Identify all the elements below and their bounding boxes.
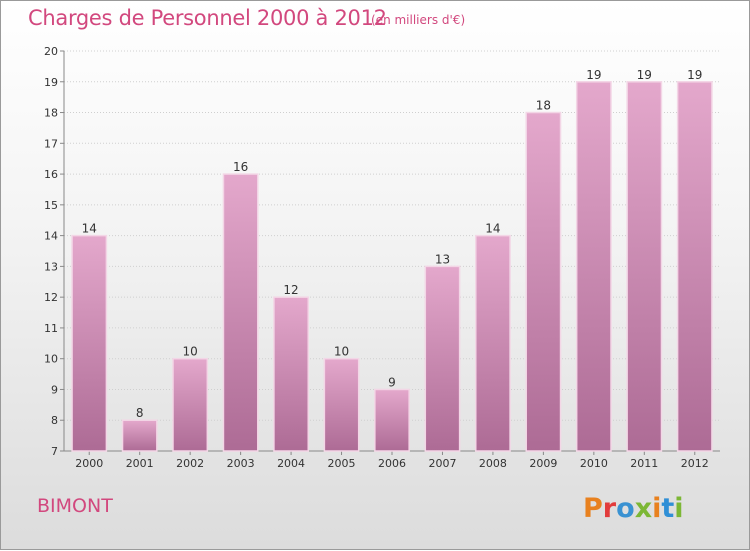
x-tick-label: 2000 (75, 457, 103, 470)
bar-2001 (121, 419, 158, 452)
y-tick-label: 15 (44, 199, 58, 212)
bar-2005 (323, 357, 360, 452)
data-label: 19 (637, 68, 652, 82)
x-tick-label: 2011 (630, 457, 658, 470)
data-label: 12 (283, 283, 298, 297)
data-label: 13 (435, 252, 450, 266)
axes: 7 8 9 10 11 12 13 14 15 16 17 18 19 20 2000 2001 2002 200… (44, 45, 720, 470)
bar-2004 (273, 296, 309, 452)
x-tick-label: 2008 (479, 457, 507, 470)
x-tick-label: 2009 (529, 457, 557, 470)
logo-letter: i (674, 493, 683, 524)
bar-2012 (676, 81, 713, 452)
x-tick-label: 2006 (378, 457, 406, 470)
bar-2010 (575, 81, 612, 452)
logo-letter: t (661, 493, 674, 524)
y-tick-label: 8 (51, 414, 58, 427)
y-tick-label: 12 (44, 291, 58, 304)
proxiti-logo: Proxiti (583, 493, 684, 524)
x-tick-label: 2010 (580, 457, 608, 470)
y-tick-label: 18 (44, 107, 58, 120)
y-tick-label: 9 (51, 383, 58, 396)
logo-letter: i (652, 493, 661, 524)
y-tick-label: 17 (44, 137, 58, 150)
y-tick-label: 10 (44, 353, 58, 366)
x-tick-label: 2012 (681, 457, 709, 470)
data-label: 19 (586, 68, 601, 82)
x-tick-label: 2004 (277, 457, 305, 470)
data-label: 9 (388, 375, 396, 389)
bar-2000 (71, 234, 108, 452)
unit-note: (en milliers d'€) (371, 13, 466, 27)
data-labels: 14 8 10 16 12 10 9 13 14 18 19 19 19 (82, 68, 703, 420)
x-tick-label: 2005 (328, 457, 356, 470)
bars (71, 81, 713, 452)
data-label: 16 (233, 160, 248, 174)
y-tick-label: 19 (44, 76, 58, 89)
data-label: 14 (485, 222, 500, 236)
bar-2007 (424, 265, 461, 452)
y-tick-label: 20 (44, 45, 58, 58)
logo-letter: P (583, 493, 603, 524)
data-label: 8 (136, 406, 144, 420)
bar-2002 (172, 357, 209, 452)
x-tick-label: 2001 (126, 457, 154, 470)
bar-2011 (626, 81, 663, 452)
logo-letter: x (635, 493, 652, 524)
logo-letter: o (616, 493, 635, 524)
y-tick-label: 13 (44, 260, 58, 273)
y-tick-label: 14 (44, 230, 58, 243)
data-label: 19 (687, 68, 702, 82)
y-tick-label: 7 (51, 445, 58, 458)
data-label: 10 (334, 345, 349, 359)
logo-letter: r (603, 493, 617, 524)
bar-2008 (475, 234, 511, 452)
x-tick-label: 2003 (227, 457, 255, 470)
y-tick-label: 16 (44, 168, 58, 181)
x-tick-label: 2007 (428, 457, 456, 470)
data-label: 14 (82, 222, 97, 236)
data-label: 10 (183, 345, 198, 359)
bar-2003 (222, 173, 259, 452)
bar-2009 (525, 111, 562, 452)
commune-name: BIMONT (37, 495, 113, 517)
logo-text: Proxiti (583, 493, 684, 524)
bar-2006 (374, 388, 410, 452)
y-tick-label: 11 (44, 322, 58, 335)
data-label: 18 (536, 99, 551, 113)
x-tick-label: 2002 (176, 457, 204, 470)
chart-title: Charges de Personnel 2000 à 2012 (28, 6, 387, 30)
